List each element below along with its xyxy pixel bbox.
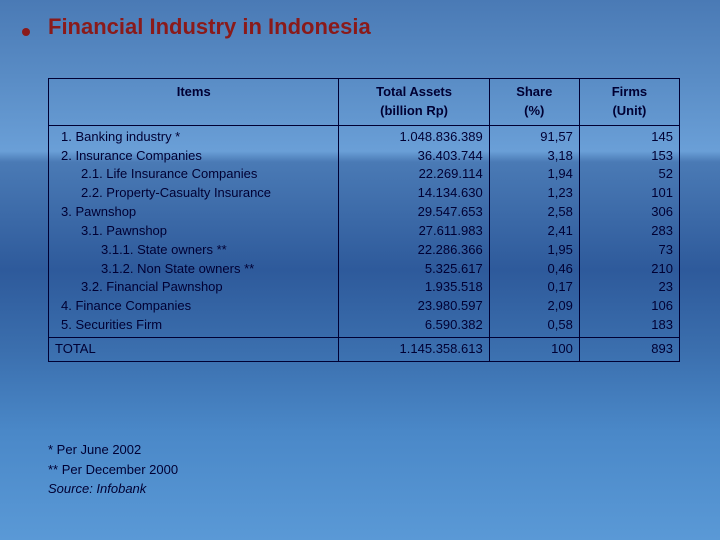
- row-firms: 52: [586, 165, 673, 184]
- assets-cell: 1.048.836.389 36.403.744 22.269.114 14.1…: [339, 125, 489, 337]
- table-total-row: TOTAL 1.145.358.613 100 893: [49, 337, 680, 361]
- row-item: 3.1. Pawnshop: [55, 222, 332, 241]
- row-share: 1,95: [496, 241, 573, 260]
- firms-cell: 145 153 52 101 306 283 73 210 23 106 183: [579, 125, 679, 337]
- header-firms-l1: Firms: [612, 84, 647, 99]
- header-assets-l1: Total Assets: [376, 84, 452, 99]
- row-item: 4. Finance Companies: [55, 297, 332, 316]
- row-assets: 36.403.744: [345, 147, 482, 166]
- row-assets: 22.269.114: [345, 165, 482, 184]
- footnote-2: ** Per December 2000: [48, 460, 178, 480]
- row-assets: 6.590.382: [345, 316, 482, 335]
- row-firms: 183: [586, 316, 673, 335]
- title-bullet-icon: [22, 28, 30, 36]
- row-assets: 5.325.617: [345, 260, 482, 279]
- row-share: 0,46: [496, 260, 573, 279]
- row-assets: 29.547.653: [345, 203, 482, 222]
- row-assets: 14.134.630: [345, 184, 482, 203]
- row-item: 2.1. Life Insurance Companies: [55, 165, 332, 184]
- header-assets: Total Assets (billion Rp): [339, 79, 489, 126]
- header-firms-l2: (Unit): [612, 103, 646, 118]
- row-item: 3.1.2. Non State owners **: [55, 260, 332, 279]
- total-firms: 893: [579, 337, 679, 361]
- row-share: 1,94: [496, 165, 573, 184]
- row-firms: 73: [586, 241, 673, 260]
- row-assets: 22.286.366: [345, 241, 482, 260]
- share-cell: 91,57 3,18 1,94 1,23 2,58 2,41 1,95 0,46…: [489, 125, 579, 337]
- footnote-1: * Per June 2002: [48, 440, 178, 460]
- row-item: 3.2. Financial Pawnshop: [55, 278, 332, 297]
- header-assets-l2: (billion Rp): [380, 103, 448, 118]
- row-firms: 101: [586, 184, 673, 203]
- row-share: 2,41: [496, 222, 573, 241]
- total-label: TOTAL: [49, 337, 339, 361]
- footnotes: * Per June 2002 ** Per December 2000 Sou…: [48, 440, 178, 499]
- row-firms: 145: [586, 128, 673, 147]
- header-firms: Firms (Unit): [579, 79, 679, 126]
- row-share: 2,09: [496, 297, 573, 316]
- header-share: Share (%): [489, 79, 579, 126]
- row-share: 0,17: [496, 278, 573, 297]
- header-share-l1: Share: [516, 84, 552, 99]
- row-share: 2,58: [496, 203, 573, 222]
- row-item: 5. Securities Firm: [55, 316, 332, 335]
- row-share: 0,58: [496, 316, 573, 335]
- row-share: 3,18: [496, 147, 573, 166]
- total-share: 100: [489, 337, 579, 361]
- row-firms: 210: [586, 260, 673, 279]
- row-item: 3.1.1. State owners **: [55, 241, 332, 260]
- table-body-row: 1. Banking industry * 2. Insurance Compa…: [49, 125, 680, 337]
- items-cell: 1. Banking industry * 2. Insurance Compa…: [49, 125, 339, 337]
- row-item: 1. Banking industry *: [55, 128, 332, 147]
- row-item: 2.2. Property-Casualty Insurance: [55, 184, 332, 203]
- row-assets: 1.048.836.389: [345, 128, 482, 147]
- total-assets: 1.145.358.613: [339, 337, 489, 361]
- row-firms: 283: [586, 222, 673, 241]
- footnote-source: Source: Infobank: [48, 479, 178, 499]
- row-firms: 106: [586, 297, 673, 316]
- row-firms: 153: [586, 147, 673, 166]
- header-items: Items: [49, 79, 339, 126]
- row-share: 91,57: [496, 128, 573, 147]
- row-firms: 23: [586, 278, 673, 297]
- financial-industry-table: Items Total Assets (billion Rp) Share (%…: [48, 78, 680, 362]
- page-title: Financial Industry in Indonesia: [48, 14, 371, 40]
- row-share: 1,23: [496, 184, 573, 203]
- table-header-row: Items Total Assets (billion Rp) Share (%…: [49, 79, 680, 126]
- row-assets: 27.611.983: [345, 222, 482, 241]
- row-firms: 306: [586, 203, 673, 222]
- row-item: 2. Insurance Companies: [55, 147, 332, 166]
- row-assets: 1.935.518: [345, 278, 482, 297]
- row-assets: 23.980.597: [345, 297, 482, 316]
- row-item: 3. Pawnshop: [55, 203, 332, 222]
- header-share-l2: (%): [524, 103, 544, 118]
